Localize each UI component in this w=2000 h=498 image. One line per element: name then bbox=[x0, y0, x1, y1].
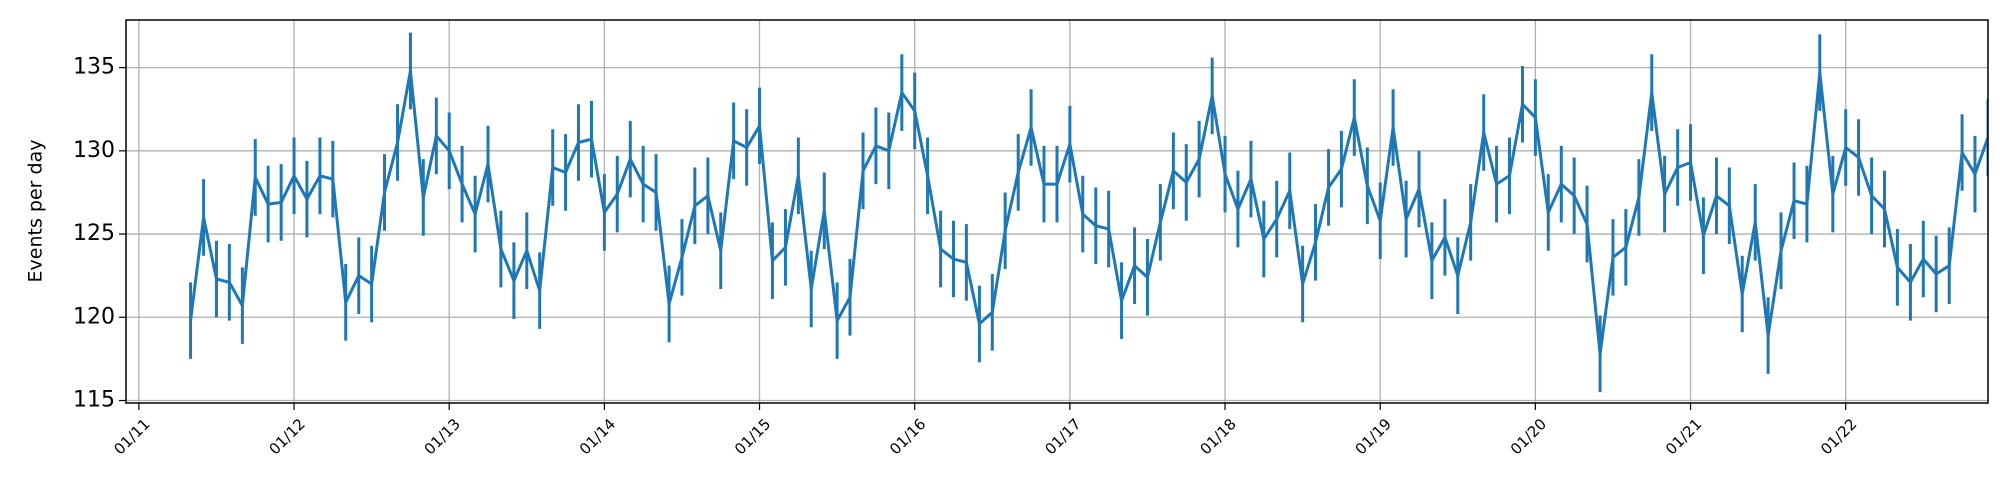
x-tick-label: 01/21 bbox=[1662, 415, 1705, 458]
y-tick-label: 125 bbox=[73, 221, 115, 246]
x-tick-label: 01/15 bbox=[731, 415, 774, 458]
x-tick-label: 01/17 bbox=[1041, 415, 1084, 458]
x-tick-label: 01/22 bbox=[1817, 415, 1860, 458]
y-tick-label: 115 bbox=[73, 388, 115, 413]
y-tick-label: 135 bbox=[73, 55, 115, 80]
x-tick-label: 01/11 bbox=[110, 415, 153, 458]
plot-frame bbox=[125, 19, 1989, 404]
x-tick-label: 01/19 bbox=[1352, 415, 1395, 458]
x-tick-label: 01/18 bbox=[1196, 415, 1239, 458]
x-tick-label: 01/12 bbox=[265, 415, 308, 458]
x-tick-label: 01/13 bbox=[421, 415, 464, 458]
y-axis-label: Events per day bbox=[25, 140, 47, 283]
series bbox=[189, 32, 1988, 393]
x-tick-label: 01/16 bbox=[886, 415, 929, 458]
x-tick-label: 01/14 bbox=[576, 415, 619, 458]
x-tick-label: 01/20 bbox=[1507, 415, 1550, 458]
data-line bbox=[189, 69, 1988, 356]
y-tick-label: 130 bbox=[73, 138, 115, 163]
y-tick-label: 120 bbox=[73, 304, 115, 329]
